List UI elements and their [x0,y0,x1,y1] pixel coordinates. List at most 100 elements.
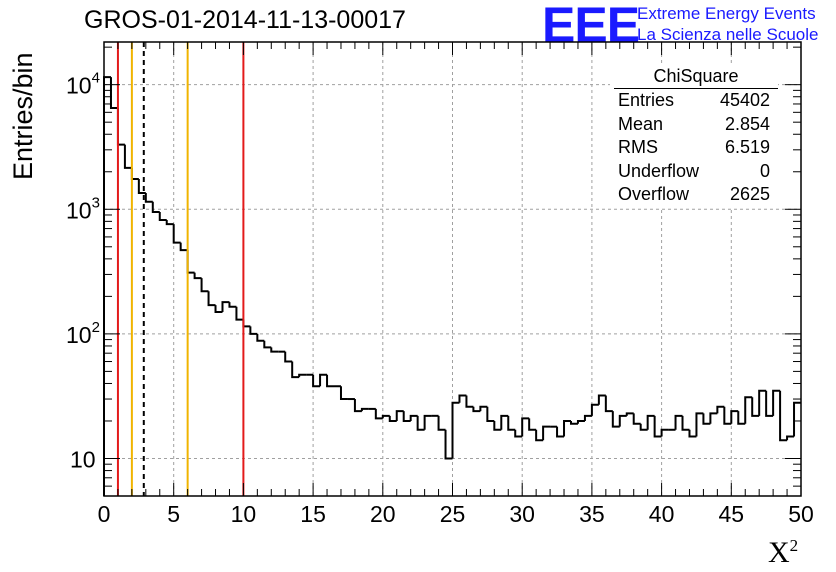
histogram-bin [618,414,627,427]
histogram-bin [423,414,432,430]
x-axis-label-sup: 2 [789,536,799,555]
histogram-bin [472,406,481,413]
histogram-bin [165,220,174,226]
histogram-bin [730,410,739,424]
y-tick-exponent: 3 [92,194,100,211]
histogram-bin [437,415,446,431]
histogram-bin [116,107,125,146]
chart-title: GROS-01-2014-11-13-00017 [84,6,406,34]
y-tick-label: 102 [66,319,100,348]
stats-row-rms: RMS 6.519 [610,136,778,160]
y-tick-label: 104 [66,70,100,99]
histogram-bin [395,410,404,421]
histogram-bin [563,419,571,437]
histogram-bin [151,201,160,214]
histogram-bin [779,390,788,442]
histogram-bin [235,306,244,321]
histogram-bin [200,278,209,293]
x-tick-label: 20 [370,501,396,527]
x-axis-label: X2 [768,536,798,570]
stats-label: Overflow [618,184,690,204]
histogram-bin [465,395,474,408]
histogram-bin [542,425,551,441]
stats-row-underflow: Underflow 0 [610,160,778,184]
histogram-bin [207,291,216,307]
histogram-bin [639,423,648,431]
stats-label: Entries [618,90,675,110]
histogram-bin [291,361,300,379]
histogram-bin [500,414,509,430]
histogram-bin [660,428,669,437]
histogram-bin [381,414,390,419]
histogram-bin [228,302,237,308]
histogram-bin [388,415,397,422]
y-tick-exponent: 4 [92,70,100,87]
stats-label: Underflow [618,160,700,181]
histogram-bin [284,351,293,363]
stats-label: RMS [618,137,658,157]
histogram-bin [103,76,111,496]
y-tick-label: 103 [66,194,100,223]
histogram-bin [646,414,655,430]
histogram-bin [193,272,202,280]
histogram-bin [242,319,251,328]
histogram-bin [444,429,453,460]
histogram-bin [716,405,725,414]
histogram-bin [493,420,502,431]
histogram-bin [263,340,272,349]
histogram-bin [221,301,230,312]
histogram-bin [765,390,774,417]
histogram-bin [793,401,801,437]
histogram-bin [583,414,592,421]
x-tick-label: 25 [440,501,466,527]
histogram-bin [723,406,732,425]
histogram-bin [535,429,544,442]
histogram-bin [130,167,139,180]
stats-value: 6.519 [724,137,770,157]
histogram-bin [416,415,425,431]
logo-line1: Extreme Energy Events [637,4,816,23]
histogram-bin [556,426,565,438]
histogram-bin [597,394,606,405]
histogram-bin [486,406,495,422]
histogram-bin [249,326,258,335]
x-tick-label: 50 [788,501,814,527]
histogram-bin [214,305,223,313]
stats-label: Mean [618,113,664,134]
y-tick-label: 10 [70,446,96,472]
histogram-bin [758,389,767,416]
histogram-bin [339,386,348,401]
histogram-bin [353,399,362,413]
y-tick-exponent: 2 [92,319,100,336]
histogram-bin [144,193,153,203]
histogram-bin [737,411,746,425]
histogram-bin [326,374,335,388]
histogram-bin [688,429,697,438]
histogram-bin [137,178,146,195]
histogram-bin [695,412,704,437]
histogram-bin [744,396,753,424]
histogram-bin [179,242,188,252]
histogram-bin [576,419,585,424]
histogram-bin [158,212,167,222]
histogram-bin [521,417,530,437]
histogram-bin [625,412,634,416]
x-tick-label: 0 [98,501,111,527]
x-axis-label-base: X [768,536,790,569]
x-tick-label: 40 [649,501,675,527]
stats-row-mean: Mean 2.854 [610,113,778,137]
histogram-bin [702,413,711,425]
stats-row-entries: Entries 45402 [610,89,778,113]
histogram-bin [458,394,467,403]
histogram-bin [569,420,578,425]
histogram-bin [360,407,369,412]
histogram-bin [751,397,760,417]
histogram-bin [786,435,795,441]
histogram-bin [632,413,641,425]
stats-box: ChiSquare Entries 45402 Mean 2.854 RMS 6.51… [610,66,778,207]
histogram-bin [479,405,488,412]
histogram-bin [507,415,516,431]
x-tick-label: 35 [579,501,605,527]
histogram-bin [319,373,328,387]
